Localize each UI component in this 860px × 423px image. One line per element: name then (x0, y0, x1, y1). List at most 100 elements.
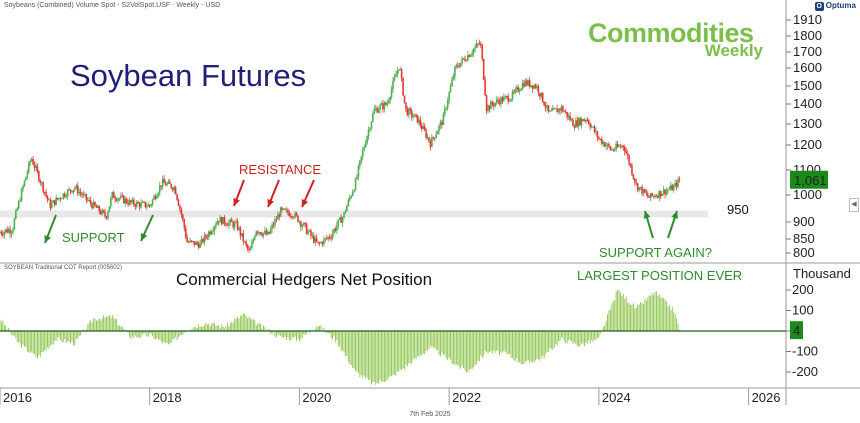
candle-body (491, 101, 494, 105)
candle-body (327, 236, 330, 239)
candle-body (180, 209, 183, 215)
candle-body (39, 180, 42, 183)
candle-body (361, 150, 364, 157)
candle-body (592, 126, 594, 128)
candle-body (226, 224, 229, 226)
candle-body (71, 191, 73, 193)
current-price-label: 1,061 (794, 173, 827, 188)
candle-body (435, 134, 437, 139)
candle-body (225, 223, 227, 225)
support-band (0, 210, 708, 218)
candle-body (416, 114, 419, 123)
candle-body (156, 195, 158, 199)
candle-body (380, 103, 383, 106)
candle-body (212, 230, 214, 233)
candle-body (351, 191, 354, 196)
candle-body (133, 199, 135, 205)
candle-body (192, 241, 194, 242)
optuma-icon: O (814, 2, 824, 11)
candle-body (248, 248, 250, 251)
candle-body (546, 105, 548, 108)
candle-body (55, 197, 57, 205)
candle-body (623, 147, 626, 152)
candle-body (177, 199, 180, 206)
candle-body (567, 115, 570, 118)
candle-body (268, 231, 270, 234)
candle-body (531, 85, 534, 89)
candle-body (160, 185, 163, 187)
candle-body (284, 208, 286, 210)
candle-body (52, 200, 55, 203)
x-tick-label: 2018 (153, 390, 182, 405)
candle-body (399, 69, 401, 70)
candle-body (675, 182, 678, 187)
candle-body (174, 187, 177, 195)
candle-body (287, 209, 289, 213)
candle-body (356, 176, 358, 179)
candle-body (413, 114, 416, 117)
candle-body (415, 114, 417, 116)
support-arrow-left-head (44, 235, 51, 243)
candle-body (350, 195, 353, 198)
candle-body (508, 100, 511, 102)
candle-body (147, 204, 150, 207)
collapse-panel-icon[interactable]: ◀ (849, 198, 859, 212)
candle-body (94, 201, 96, 206)
candle-body (583, 119, 586, 122)
candle-body (197, 244, 200, 248)
candle-body (459, 62, 462, 67)
candle-body (595, 131, 597, 133)
candle-body (609, 146, 612, 150)
candle-body (173, 187, 175, 191)
candle-body (99, 211, 102, 215)
resistance-arrow-1-head (233, 198, 240, 206)
candle-body (323, 239, 325, 245)
candle-body (341, 217, 344, 223)
candle-body (279, 207, 282, 217)
candle-body (59, 198, 62, 199)
candle-body (410, 110, 413, 117)
resistance-arrow-2-head (267, 199, 274, 207)
candle-body (12, 229, 14, 233)
candle-body (386, 103, 389, 105)
candle-body (454, 66, 456, 77)
candle-body (593, 126, 596, 132)
candle-body (92, 201, 95, 209)
candle-body (408, 108, 410, 116)
candle-body (85, 193, 88, 200)
candle-body (385, 102, 387, 105)
optuma-logo: O Optuma (814, 1, 856, 11)
candle-body (471, 53, 473, 55)
candle-body (184, 227, 187, 238)
optuma-label: Optuma (825, 1, 856, 10)
candle-body (148, 204, 151, 207)
candle-body (379, 105, 381, 110)
candle-body (393, 77, 396, 81)
current-cot-label: 4 (793, 323, 800, 338)
candle-body (445, 107, 448, 109)
candle-body (108, 206, 111, 212)
candle-body (572, 119, 574, 126)
candle-body (202, 239, 204, 243)
candle-body (203, 235, 206, 243)
candle-body (563, 111, 566, 113)
candle-body (521, 83, 524, 89)
candle-body (262, 232, 265, 236)
candle-body (441, 121, 443, 125)
candle-body (575, 120, 577, 128)
candle-body (369, 128, 371, 130)
candle-body (285, 209, 288, 211)
candle-body (249, 248, 252, 251)
candle-body (370, 121, 373, 129)
candle-body (207, 231, 210, 238)
candle-body (163, 178, 165, 183)
candle-body (196, 242, 199, 245)
candle-body (0, 232, 1, 233)
candle-body (233, 222, 236, 228)
candle-body (462, 58, 465, 60)
candle-body (75, 185, 78, 188)
candle-body (186, 237, 188, 243)
candle-body (645, 192, 648, 194)
candle-body (661, 193, 663, 197)
